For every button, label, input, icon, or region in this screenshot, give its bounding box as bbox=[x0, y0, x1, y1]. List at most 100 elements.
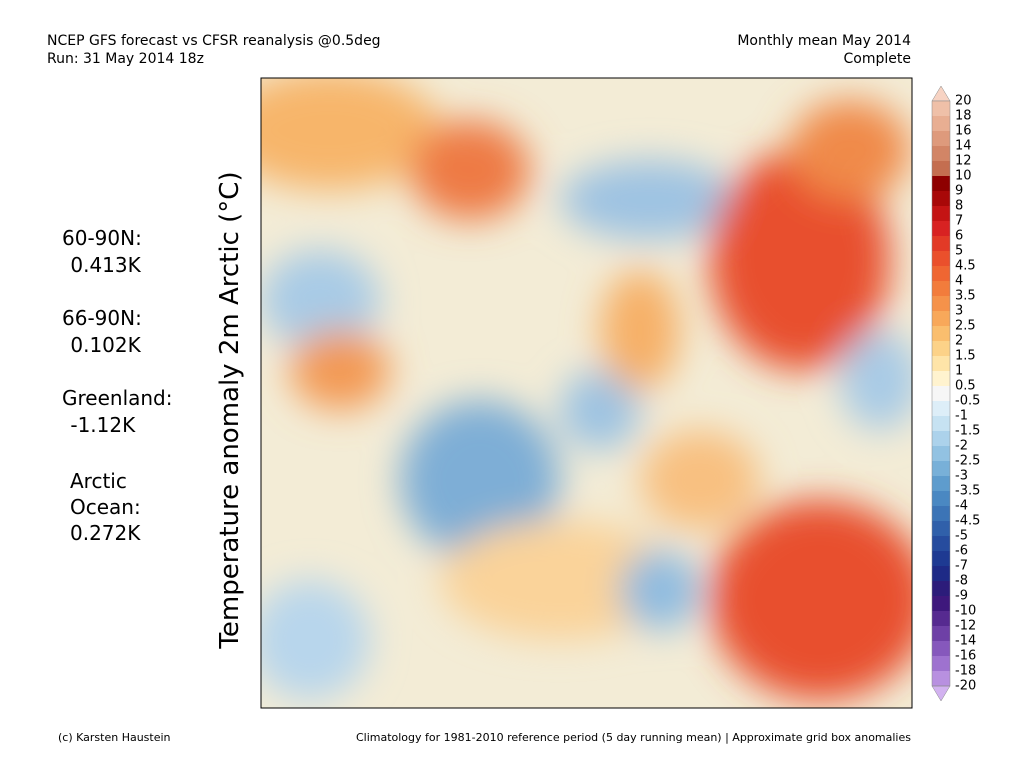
colorbar-label: 6 bbox=[955, 229, 963, 244]
colorbar-swatch bbox=[932, 131, 950, 146]
colorbar-label: 2 bbox=[955, 334, 963, 349]
colorbar-swatch bbox=[932, 341, 950, 356]
colorbar-swatch bbox=[932, 506, 950, 521]
stat-value: -1.12K bbox=[64, 413, 136, 437]
colorbar-swatch bbox=[932, 266, 950, 281]
colorbar-swatch bbox=[932, 311, 950, 326]
footer-note: Climatology for 1981-2010 reference peri… bbox=[356, 731, 911, 744]
title: NCEP GFS forecast vs CFSR reanalysis @0.… bbox=[47, 33, 381, 49]
colorbar-swatch bbox=[932, 236, 950, 251]
colorbar-swatch bbox=[932, 416, 950, 431]
colorbar-swatch bbox=[932, 101, 950, 116]
colorbar-label: -3 bbox=[955, 469, 968, 484]
colorbar-label: -7 bbox=[955, 559, 968, 574]
colorbar-label: 2.5 bbox=[955, 319, 976, 334]
colorbar-swatch bbox=[932, 356, 950, 371]
colorbar-swatch bbox=[932, 116, 950, 131]
run: Run: 31 May 2014 18z bbox=[47, 51, 204, 67]
colorbar-label: 1.5 bbox=[955, 349, 976, 364]
colorbar-swatch bbox=[932, 641, 950, 656]
colorbar-swatch bbox=[932, 656, 950, 671]
colorbar-swatch bbox=[932, 536, 950, 551]
stat-value: 0.272K bbox=[70, 521, 141, 545]
colorbar-swatch bbox=[932, 611, 950, 626]
stat-region: Arctic bbox=[70, 469, 127, 493]
colorbar: 201816141210987654.543.532.521.510.5-0.5… bbox=[931, 85, 980, 702]
colorbar-label: 4 bbox=[955, 274, 963, 289]
axis-label: Temperature anomaly 2m Arctic (°C) bbox=[215, 171, 245, 649]
colorbar-label: -1 bbox=[955, 409, 968, 424]
colorbar-label: 4.5 bbox=[955, 259, 976, 274]
colorbar-swatch bbox=[932, 386, 950, 401]
stat-region: Ocean: bbox=[70, 495, 141, 519]
colorbar-label: 0.5 bbox=[955, 379, 976, 394]
colorbar-label: -16 bbox=[955, 649, 976, 664]
stat-value: 0.102K bbox=[64, 333, 142, 357]
colorbar-frame bbox=[931, 100, 951, 687]
colorbar-cap bbox=[931, 685, 951, 702]
colorbar-label: 3 bbox=[955, 304, 963, 319]
colorbar-label: -3.5 bbox=[955, 484, 980, 499]
colorbar-label: -4.5 bbox=[955, 514, 980, 529]
colorbar-cap bbox=[931, 85, 951, 102]
colorbar-swatch bbox=[932, 431, 950, 446]
colorbar-label: 16 bbox=[955, 124, 972, 139]
colorbar-swatch bbox=[932, 176, 950, 191]
colorbar-swatch bbox=[932, 281, 950, 296]
colorbar-label: 12 bbox=[955, 154, 972, 169]
colorbar-label: -18 bbox=[955, 664, 976, 679]
colorbar-label: 8 bbox=[955, 199, 963, 214]
colorbar-swatch bbox=[932, 221, 950, 236]
map-frame bbox=[260, 77, 913, 709]
credit: (c) Karsten Haustein bbox=[58, 731, 171, 744]
colorbar-label: -14 bbox=[955, 634, 976, 649]
colorbar-label: 9 bbox=[955, 184, 963, 199]
colorbar-swatch bbox=[932, 326, 950, 341]
colorbar-label: -20 bbox=[955, 679, 976, 694]
colorbar-label: -12 bbox=[955, 619, 976, 634]
status: Complete bbox=[844, 51, 911, 67]
colorbar-label: 5 bbox=[955, 244, 963, 259]
colorbar-label: 20 bbox=[955, 94, 972, 109]
colorbar-label: -6 bbox=[955, 544, 968, 559]
colorbar-label: 18 bbox=[955, 109, 972, 124]
colorbar-swatch bbox=[932, 671, 950, 686]
colorbar-label: -9 bbox=[955, 589, 968, 604]
colorbar-swatch bbox=[932, 401, 950, 416]
colorbar-swatch bbox=[932, 521, 950, 536]
stat-value: 0.413K bbox=[64, 253, 142, 277]
colorbar-swatch bbox=[932, 581, 950, 596]
colorbar-swatch bbox=[932, 206, 950, 221]
colorbar-label: 10 bbox=[955, 169, 972, 184]
colorbar-swatch bbox=[932, 161, 950, 176]
colorbar-label: -1.5 bbox=[955, 424, 980, 439]
colorbar-swatch bbox=[932, 446, 950, 461]
colorbar-label: 7 bbox=[955, 214, 963, 229]
colorbar-label: -2 bbox=[955, 439, 968, 454]
colorbar-label: -10 bbox=[955, 604, 976, 619]
colorbar-swatch bbox=[932, 371, 950, 386]
colorbar-swatch bbox=[932, 191, 950, 206]
colorbar-swatch bbox=[932, 461, 950, 476]
colorbar-label: -8 bbox=[955, 574, 968, 589]
colorbar-swatch bbox=[932, 596, 950, 611]
colorbar-swatch bbox=[932, 491, 950, 506]
colorbar-label: 14 bbox=[955, 139, 972, 154]
colorbar-label: 3.5 bbox=[955, 289, 976, 304]
colorbar-label: -2.5 bbox=[955, 454, 980, 469]
colorbar-label: 1 bbox=[955, 364, 963, 379]
colorbar-swatch bbox=[932, 146, 950, 161]
colorbar-swatch bbox=[932, 566, 950, 581]
colorbar-label: -4 bbox=[955, 499, 968, 514]
colorbar-swatch bbox=[932, 251, 950, 266]
period: Monthly mean May 2014 bbox=[737, 33, 911, 49]
colorbar-label: -0.5 bbox=[955, 394, 980, 409]
stat-region: Greenland: bbox=[62, 386, 173, 410]
stat-region: 60-90N: bbox=[62, 226, 142, 250]
colorbar-label: -5 bbox=[955, 529, 968, 544]
colorbar-swatch bbox=[932, 296, 950, 311]
colorbar-swatch bbox=[932, 551, 950, 566]
colorbar-swatch bbox=[932, 476, 950, 491]
stat-region: 66-90N: bbox=[62, 306, 142, 330]
map bbox=[261, 78, 912, 708]
